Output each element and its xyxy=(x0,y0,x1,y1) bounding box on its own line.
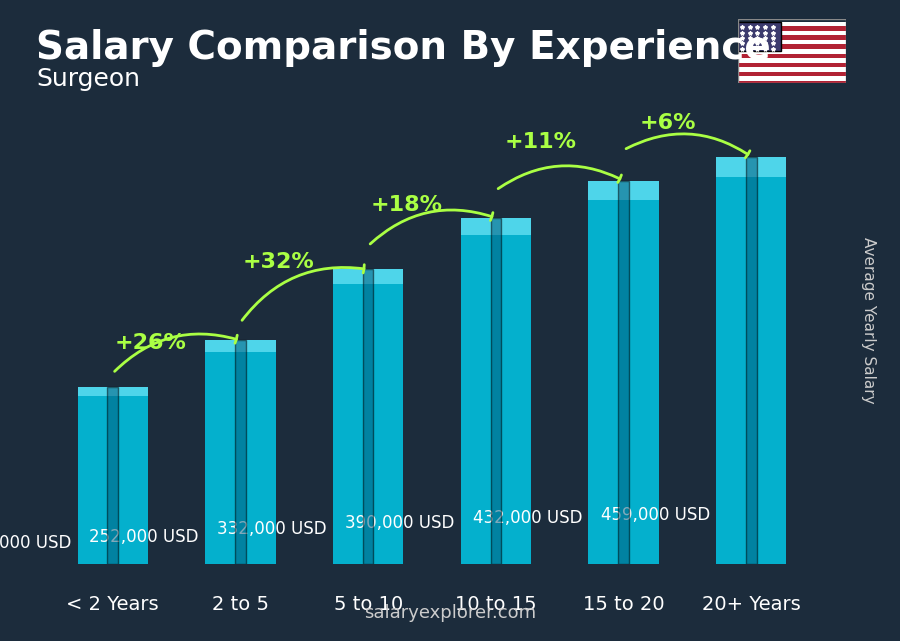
Text: Surgeon: Surgeon xyxy=(36,67,140,91)
Text: 199,000 USD: 199,000 USD xyxy=(0,534,71,552)
Bar xyxy=(716,156,787,177)
Text: 2 to 5: 2 to 5 xyxy=(212,595,269,614)
Text: +11%: +11% xyxy=(505,132,577,152)
FancyBboxPatch shape xyxy=(107,387,118,564)
Bar xyxy=(738,58,846,63)
Text: +26%: +26% xyxy=(115,333,187,353)
FancyBboxPatch shape xyxy=(746,156,757,564)
Text: 10 to 15: 10 to 15 xyxy=(455,595,536,614)
Bar xyxy=(738,35,846,40)
Text: < 2 Years: < 2 Years xyxy=(67,595,159,614)
Bar xyxy=(738,40,846,44)
Bar xyxy=(77,387,148,564)
Bar xyxy=(77,387,148,396)
Bar xyxy=(738,81,846,86)
FancyBboxPatch shape xyxy=(738,22,781,51)
Text: 459,000 USD: 459,000 USD xyxy=(600,506,710,524)
Text: 252,000 USD: 252,000 USD xyxy=(89,528,199,546)
Text: 20+ Years: 20+ Years xyxy=(702,595,801,614)
Text: +32%: +32% xyxy=(243,252,315,272)
Bar xyxy=(738,22,846,26)
Bar xyxy=(738,72,846,76)
Bar xyxy=(205,340,275,352)
Text: +6%: +6% xyxy=(640,113,697,133)
Text: Salary Comparison By Experience: Salary Comparison By Experience xyxy=(36,29,770,67)
Bar xyxy=(461,218,531,235)
Bar xyxy=(738,31,846,35)
Text: salaryexplorer.com: salaryexplorer.com xyxy=(364,604,536,622)
Text: 5 to 10: 5 to 10 xyxy=(334,595,403,614)
Bar xyxy=(738,49,846,54)
Bar xyxy=(738,76,846,81)
Bar xyxy=(716,156,787,564)
Bar xyxy=(205,340,275,564)
Bar xyxy=(333,269,403,564)
FancyBboxPatch shape xyxy=(618,181,629,564)
Bar xyxy=(738,44,846,49)
Text: +18%: +18% xyxy=(371,195,443,215)
Text: 332,000 USD: 332,000 USD xyxy=(217,520,327,538)
Bar xyxy=(589,181,659,564)
FancyBboxPatch shape xyxy=(235,340,246,564)
FancyBboxPatch shape xyxy=(491,218,501,564)
Bar xyxy=(738,26,846,31)
Bar xyxy=(738,54,846,58)
Text: 15 to 20: 15 to 20 xyxy=(583,595,664,614)
Text: Average Yearly Salary: Average Yearly Salary xyxy=(861,237,876,404)
FancyBboxPatch shape xyxy=(363,269,374,564)
Bar xyxy=(738,67,846,72)
Bar xyxy=(461,218,531,564)
Text: 390,000 USD: 390,000 USD xyxy=(345,513,454,531)
Bar xyxy=(738,63,846,67)
Bar xyxy=(333,269,403,284)
Text: 432,000 USD: 432,000 USD xyxy=(472,509,582,527)
Bar xyxy=(589,181,659,200)
